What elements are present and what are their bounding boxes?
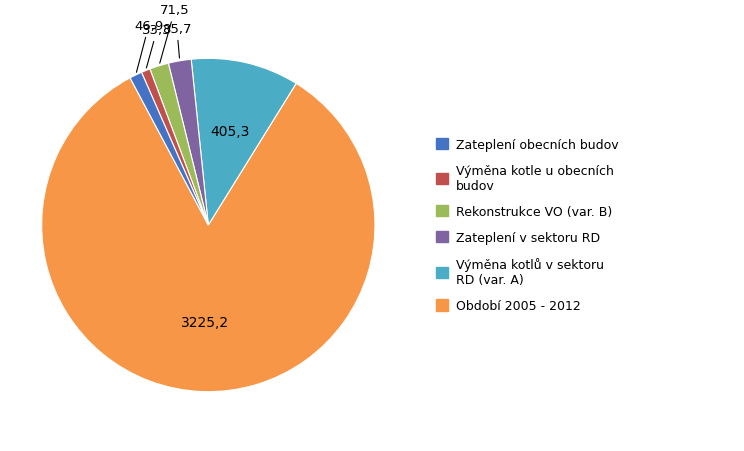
Wedge shape	[150, 64, 208, 226]
Legend: Zateplení obecních budov, Výměna kotle u obecních
budov, Rekonstrukce VO (var. B: Zateplení obecních budov, Výměna kotle u…	[436, 138, 618, 313]
Wedge shape	[42, 78, 375, 392]
Text: 405,3: 405,3	[211, 124, 250, 138]
Wedge shape	[191, 59, 296, 226]
Text: 3225,2: 3225,2	[181, 315, 229, 329]
Wedge shape	[130, 73, 208, 226]
Text: 33,3: 33,3	[142, 24, 172, 69]
Text: 85,7: 85,7	[162, 23, 192, 59]
Text: 71,5: 71,5	[160, 5, 190, 64]
Text: 46,9: 46,9	[134, 20, 164, 73]
Wedge shape	[141, 70, 208, 226]
Wedge shape	[168, 60, 208, 226]
